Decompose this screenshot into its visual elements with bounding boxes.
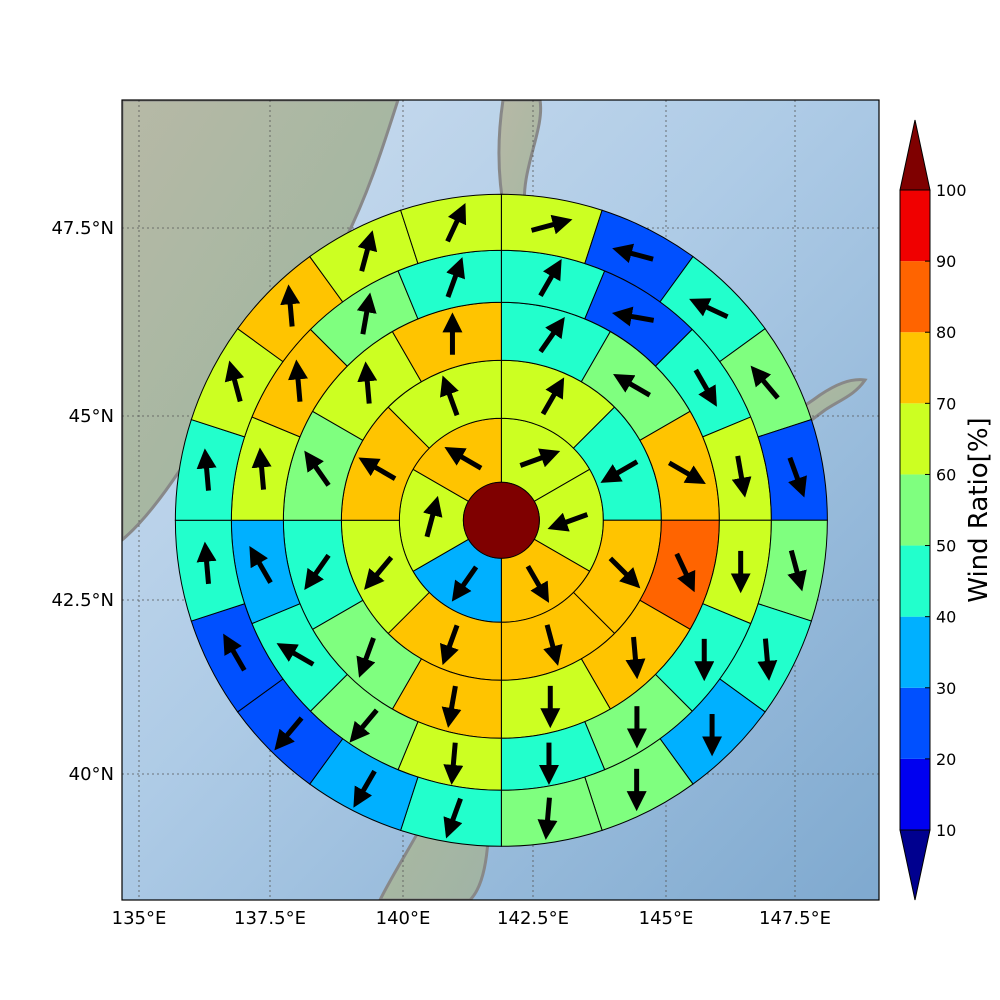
wind-arrow bbox=[357, 361, 378, 404]
wind-arrow bbox=[304, 450, 331, 487]
colorbar-tick-label: 50 bbox=[936, 537, 956, 556]
wind-arrow bbox=[443, 797, 463, 839]
wind-arrow bbox=[196, 448, 217, 491]
wind-arrow bbox=[444, 447, 483, 471]
wind-arrow bbox=[693, 368, 717, 407]
wind-arrow bbox=[251, 447, 272, 490]
wind-arrow bbox=[608, 556, 641, 589]
wind-arrow bbox=[249, 545, 273, 584]
colorbar-extend-max bbox=[899, 119, 931, 191]
lat-tick-label: 40°N bbox=[69, 764, 114, 785]
wind-arrow bbox=[304, 553, 331, 590]
colorbar-segment bbox=[900, 687, 930, 759]
colorbar-segment bbox=[900, 190, 930, 262]
wind-arrow bbox=[353, 769, 377, 808]
wind-arrow bbox=[443, 742, 464, 785]
lat-tick-label: 45°N bbox=[69, 406, 114, 427]
wind-arrow bbox=[530, 214, 573, 235]
wind-arrow bbox=[274, 716, 304, 751]
wind-arrow bbox=[538, 316, 565, 354]
colorbar-tick-label: 90 bbox=[936, 252, 956, 271]
wind-arrow bbox=[440, 624, 460, 666]
wind-arrow bbox=[288, 359, 308, 402]
center-cell bbox=[462, 481, 540, 559]
wind-arrow bbox=[537, 797, 558, 840]
map-frame bbox=[121, 99, 880, 901]
colorbar-segment bbox=[900, 403, 930, 475]
wind-arrow bbox=[613, 373, 651, 398]
wind-arrow bbox=[445, 202, 467, 243]
wind-arrow bbox=[543, 624, 563, 666]
colorbar: 10 20 30 40 50 60 70 80 90 100 bbox=[899, 119, 967, 901]
wind-arrow bbox=[787, 549, 807, 592]
colorbar-frame bbox=[899, 189, 931, 831]
colorbar-tick-label: 60 bbox=[936, 465, 956, 484]
wind-arrow bbox=[196, 541, 217, 585]
colorbar-segment bbox=[900, 332, 930, 404]
wind-arrow bbox=[674, 552, 696, 593]
lat-tick-label: 47.5°N bbox=[51, 218, 114, 239]
wind-ratio-sectors bbox=[174, 193, 828, 847]
colorbar-extend-min bbox=[899, 829, 931, 901]
wind-arrow bbox=[625, 636, 646, 680]
wind-direction-arrows bbox=[196, 202, 807, 840]
wind-arrow bbox=[547, 512, 589, 532]
colorbar-tick-label: 30 bbox=[936, 679, 956, 698]
colorbar-tick-label: 10 bbox=[936, 821, 956, 840]
wind-arrow bbox=[349, 708, 379, 743]
wind-arrow bbox=[224, 360, 245, 403]
wind-arrow bbox=[538, 259, 562, 297]
lon-tick-label: 147.5°E bbox=[759, 908, 831, 929]
colorbar-segment bbox=[900, 758, 930, 830]
colorbar-tick-label: 20 bbox=[936, 750, 956, 769]
wind-arrow bbox=[358, 457, 397, 481]
wind-arrow bbox=[731, 455, 752, 498]
wind-arrow bbox=[787, 456, 807, 498]
wind-arrow bbox=[440, 375, 460, 417]
lat-tick-label: 42.5°N bbox=[51, 590, 114, 611]
wind-arrow bbox=[356, 292, 377, 335]
wind-arrow bbox=[611, 306, 655, 327]
lon-tick-label: 142.5°E bbox=[497, 908, 569, 929]
wind-arrow bbox=[451, 565, 479, 602]
colorbar-label: Wind Ratio[%] bbox=[964, 417, 994, 602]
wind-arrow bbox=[540, 377, 565, 416]
colorbar-segment bbox=[900, 474, 930, 546]
colorbar-segment bbox=[900, 616, 930, 688]
colorbar-tick-label: 80 bbox=[936, 323, 956, 342]
colorbar-tick-label: 40 bbox=[936, 608, 956, 627]
wind-arrow bbox=[280, 284, 301, 327]
colorbar-segment bbox=[900, 261, 930, 333]
wind-arrow bbox=[276, 643, 315, 667]
lon-tick-label: 145°E bbox=[639, 908, 694, 929]
colorbar-tick-label: 100 bbox=[936, 181, 967, 200]
wind-arrow bbox=[612, 243, 654, 264]
wind-arrow bbox=[445, 257, 465, 298]
lon-tick-labels: 135°E 137.5°E 140°E 142.5°E 145°E 147.5°… bbox=[112, 908, 831, 929]
colorbar-tick-label: 70 bbox=[936, 394, 956, 413]
wind-arrow bbox=[757, 638, 778, 681]
lon-tick-label: 137.5°E bbox=[234, 908, 306, 929]
wind-arrow bbox=[364, 555, 394, 590]
wind-arrow bbox=[441, 685, 462, 728]
lon-tick-label: 140°E bbox=[376, 908, 431, 929]
wind-arrow bbox=[223, 633, 247, 672]
colorbar-segment bbox=[900, 545, 930, 617]
wind-arrow bbox=[750, 365, 780, 400]
wind-arrow bbox=[356, 637, 376, 678]
wind-arrow bbox=[667, 460, 706, 485]
wind-arrow bbox=[689, 298, 729, 320]
lon-tick-label: 135°E bbox=[112, 908, 167, 929]
wind-arrow bbox=[525, 564, 550, 603]
lat-tick-labels: 47.5°N 45°N 42.5°N 40°N bbox=[51, 218, 114, 785]
wind-arrow bbox=[357, 230, 378, 272]
wind-arrow bbox=[519, 448, 561, 468]
wind-arrow bbox=[600, 459, 639, 483]
wind-arrow bbox=[423, 495, 443, 538]
